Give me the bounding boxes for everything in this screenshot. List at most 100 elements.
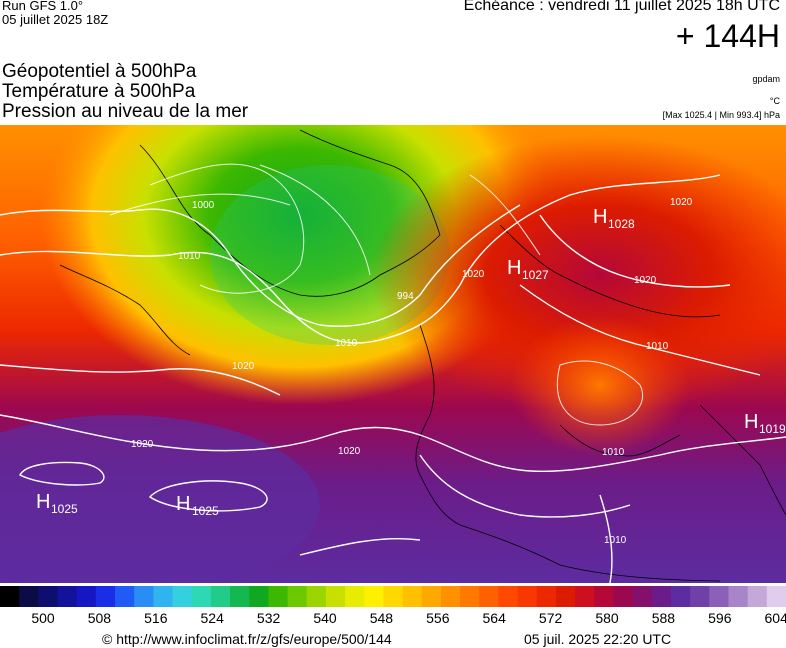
color-scale-tick-label: 564 — [482, 610, 506, 626]
color-scale-tick-label: 556 — [426, 610, 450, 626]
svg-text:H: H — [744, 411, 758, 433]
ridge-field — [370, 135, 786, 415]
warm-core — [510, 315, 690, 455]
isobar-labels: 1000 1010 1010 1020 1020 1020 1020 1020 … — [131, 197, 693, 546]
run-title: Run GFS 1.0° — [2, 0, 84, 13]
svg-text:1028: 1028 — [608, 217, 635, 231]
color-scale-swatch — [517, 586, 538, 607]
run-date: 05 juillet 2025 18Z — [2, 12, 109, 27]
color-scale-tick-label: 500 — [31, 610, 55, 626]
isobar-label: 1010 — [602, 447, 625, 458]
color-scale-swatch — [230, 586, 250, 607]
svg-text:H: H — [507, 257, 521, 279]
svg-text:1019: 1019 — [759, 422, 786, 436]
color-scale-swatch — [210, 586, 231, 607]
color-scale-tick-label: 524 — [200, 610, 224, 626]
isobars — [0, 174, 786, 583]
isobar-label: 1020 — [131, 439, 154, 450]
color-scale-swatch — [191, 586, 212, 607]
high-center: H 1027 — [507, 257, 549, 282]
coastlines — [59, 129, 786, 582]
svg-text:1025: 1025 — [51, 502, 78, 516]
color-scale-swatch — [670, 586, 691, 607]
isobar-label: 1020 — [670, 197, 693, 208]
isobar-label: 994 — [397, 291, 414, 302]
high-center: H 1019 — [744, 411, 786, 436]
isobar-label: 1010 — [335, 338, 358, 349]
color-scale-swatch — [306, 586, 327, 607]
color-scale-tick-label: 596 — [708, 610, 732, 626]
svg-text:1027: 1027 — [522, 268, 549, 282]
pressure-centers: H 1025 H 1025 H 1028 H 1027 H 1019 — [36, 206, 786, 518]
layer-temperature: Température à 500hPa — [2, 81, 196, 102]
color-scale-bar — [0, 586, 786, 607]
color-scale-swatch — [460, 586, 480, 607]
color-scale-swatch — [115, 586, 135, 607]
weather-map: H 1025 H 1025 H 1028 H 1027 H 1019 1000 1010 … — [0, 125, 786, 583]
high-center: H 1025 — [36, 491, 78, 516]
isobar-label: 1020 — [462, 269, 485, 280]
color-scale-swatch — [421, 586, 442, 607]
color-scale-swatch — [57, 586, 78, 607]
color-scale-swatch — [613, 586, 634, 607]
layer-pressure: Pression au niveau de la mer — [2, 101, 249, 122]
color-scale-tick-label: 548 — [369, 610, 394, 626]
color-scale-swatch — [134, 586, 154, 607]
color-scale-swatch — [690, 586, 710, 607]
color-scale-swatch — [632, 586, 653, 607]
south-field — [0, 415, 320, 583]
color-scale-swatch — [153, 586, 174, 607]
isobar-label: 1010 — [646, 341, 669, 352]
color-scale-swatch — [536, 586, 557, 607]
color-scale-swatch — [172, 586, 193, 607]
isobar-label: 1000 — [192, 200, 215, 211]
color-scale-tick-label: 588 — [651, 610, 676, 626]
color-scale-tick-label: 532 — [256, 610, 281, 626]
layer-geopotential: Géopotentiel à 500hPa — [2, 61, 197, 82]
color-scale-swatch — [19, 586, 39, 607]
high-center: H 1028 — [593, 206, 635, 231]
isobar-label: 1020 — [338, 446, 361, 457]
color-scale-swatch — [249, 586, 269, 607]
forecast-valid-time: Echéance : vendredi 11 juillet 2025 18h … — [463, 0, 780, 14]
color-scale-swatch — [440, 586, 461, 607]
color-scale-swatch — [555, 586, 576, 607]
source-credit: © http://www.infoclimat.fr/z/gfs/europe/… — [102, 631, 392, 647]
color-scale-swatch — [268, 586, 289, 607]
color-scale-swatch — [287, 586, 308, 607]
svg-text:H: H — [36, 491, 50, 513]
pressure-range: [Max 1025.4 | Min 993.4] hPa — [662, 110, 780, 120]
color-scale-swatch — [364, 586, 384, 607]
generation-date: 05 juil. 2025 22:20 UTC — [524, 631, 672, 647]
color-scale-tick-label: 540 — [313, 610, 337, 626]
color-scale-swatch — [402, 586, 423, 607]
forecast-horizon: + 144H — [675, 18, 780, 54]
color-scale-swatch — [709, 586, 729, 607]
color-scale-swatch — [747, 586, 768, 607]
color-scale-swatch — [95, 586, 116, 607]
isobar-label: 1010 — [178, 251, 201, 262]
color-scale-swatch — [38, 586, 59, 607]
svg-text:1025: 1025 — [192, 504, 219, 518]
isobar-label: 1010 — [604, 535, 627, 546]
color-scale-tick-label: 516 — [144, 610, 168, 626]
color-scale-swatch — [594, 586, 614, 607]
color-scale-tick-label: 572 — [538, 610, 563, 626]
color-scale-swatch — [0, 586, 20, 607]
unit-celsius: °C — [769, 96, 780, 106]
color-scale-swatch — [325, 586, 346, 607]
isobar-label: 1020 — [232, 361, 255, 372]
color-scale-tick-label: 580 — [595, 610, 619, 626]
svg-text:H: H — [593, 206, 607, 228]
unit-gpdam: gpdam — [752, 74, 780, 84]
color-scale-tick-label: 508 — [87, 610, 112, 626]
svg-text:H: H — [176, 493, 190, 515]
color-scale-swatch — [345, 586, 365, 607]
color-scale-swatch — [498, 586, 519, 607]
geopotential-contours — [109, 163, 643, 426]
isobar-label: 1020 — [634, 275, 657, 286]
color-scale-swatch — [575, 586, 595, 607]
color-scale-swatch — [651, 586, 672, 607]
color-scale-swatch — [766, 586, 786, 607]
color-scale-swatch — [383, 586, 404, 607]
